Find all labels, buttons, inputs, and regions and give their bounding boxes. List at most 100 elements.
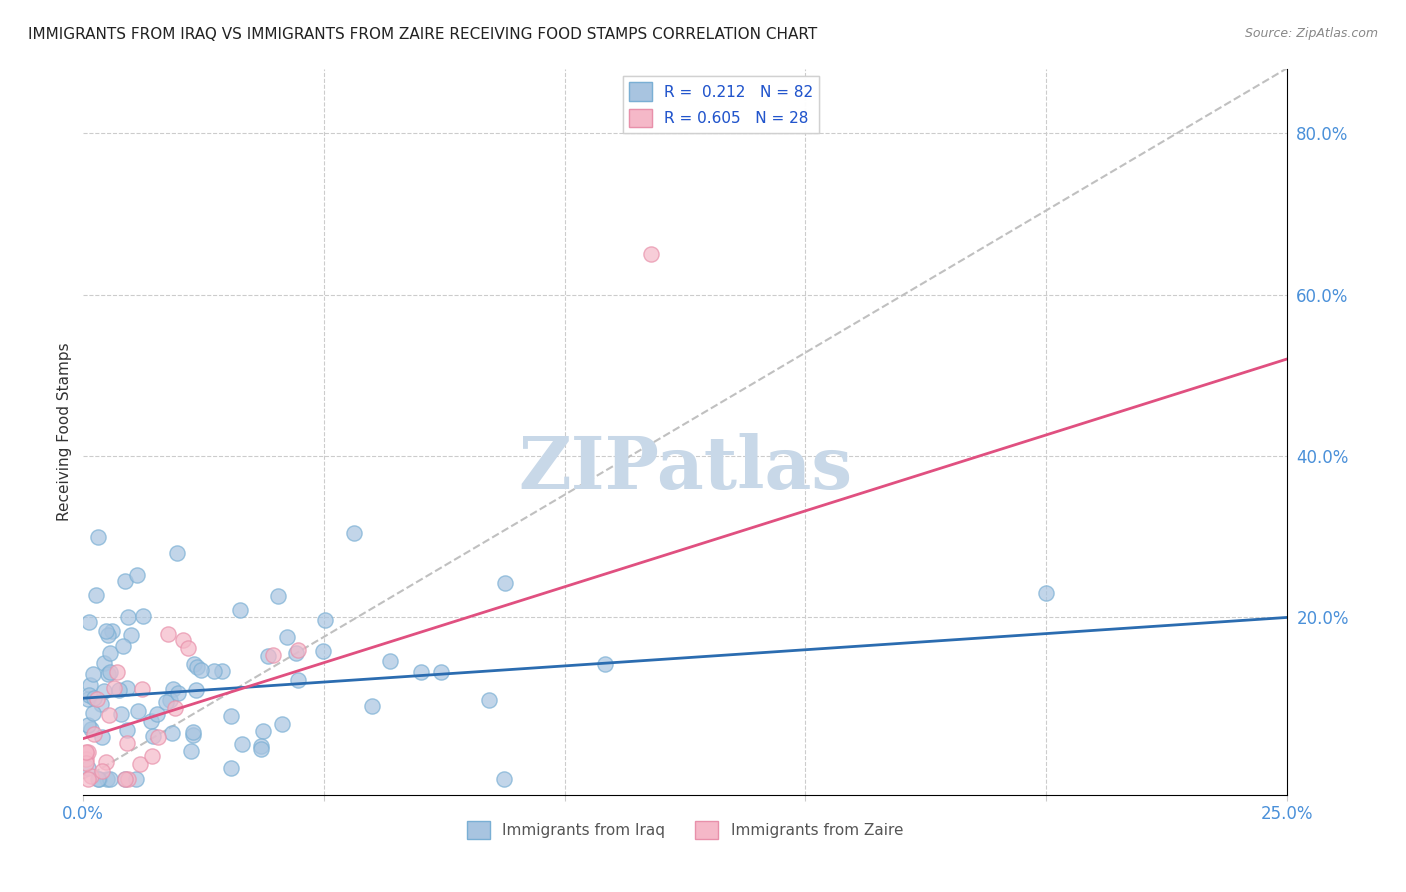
- Immigrants from Iraq: [77, 688, 100, 702]
- Immigrants from Zaire: [128, 757, 150, 772]
- Immigrants from Iraq: [202, 664, 225, 678]
- Immigrants from Iraq: [593, 657, 616, 671]
- Immigrants from Iraq: [83, 690, 105, 705]
- Immigrants from Iraq: [221, 709, 243, 723]
- Immigrants from Iraq: [271, 717, 294, 731]
- Text: ZIPatlas: ZIPatlas: [517, 433, 852, 504]
- Immigrants from Zaire: [177, 641, 200, 656]
- Immigrants from Iraq: [127, 705, 149, 719]
- Y-axis label: Receiving Food Stamps: Receiving Food Stamps: [58, 343, 72, 521]
- Immigrants from Iraq: [82, 706, 104, 721]
- Immigrants from Iraq: [257, 648, 280, 663]
- Immigrants from Iraq: [84, 588, 107, 602]
- Immigrants from Iraq: [167, 686, 190, 700]
- Immigrants from Zaire: [157, 627, 180, 641]
- Immigrants from Iraq: [77, 692, 100, 706]
- Immigrants from Zaire: [114, 772, 136, 786]
- Immigrants from Iraq: [180, 744, 202, 758]
- Immigrants from Iraq: [125, 567, 148, 582]
- Immigrants from Zaire: [75, 746, 97, 760]
- Immigrants from Iraq: [276, 630, 298, 644]
- Immigrants from Iraq: [181, 725, 204, 739]
- Immigrants from Iraq: [97, 628, 120, 642]
- Immigrants from Iraq: [184, 682, 207, 697]
- Immigrants from Iraq: [98, 772, 121, 786]
- Immigrants from Iraq: [90, 730, 112, 744]
- Immigrants from Zaire: [90, 764, 112, 779]
- Immigrants from Iraq: [120, 628, 142, 642]
- Immigrants from Iraq: [79, 678, 101, 692]
- Immigrants from Iraq: [186, 660, 208, 674]
- Immigrants from Iraq: [96, 772, 118, 786]
- Immigrants from Iraq: [267, 589, 290, 603]
- Immigrants from Iraq: [93, 656, 115, 670]
- Immigrants from Iraq: [77, 717, 100, 731]
- Immigrants from Iraq: [93, 684, 115, 698]
- Immigrants from Zaire: [131, 681, 153, 696]
- Immigrants from Iraq: [211, 664, 233, 678]
- Immigrants from Iraq: [229, 603, 252, 617]
- Immigrants from Iraq: [80, 722, 103, 736]
- Immigrants from Zaire: [141, 749, 163, 764]
- Immigrants from Iraq: [77, 615, 100, 629]
- Immigrants from Iraq: [183, 657, 205, 672]
- Immigrants from Iraq: [343, 525, 366, 540]
- Immigrants from Iraq: [162, 682, 184, 697]
- Immigrants from Iraq: [492, 772, 515, 786]
- Immigrants from Iraq: [478, 692, 501, 706]
- Immigrants from Iraq: [160, 726, 183, 740]
- Immigrants from Iraq: [141, 714, 163, 728]
- Immigrants from Iraq: [98, 665, 121, 679]
- Immigrants from Iraq: [115, 723, 138, 737]
- Immigrants from Iraq: [108, 683, 131, 698]
- Immigrants from Zaire: [77, 772, 100, 786]
- Immigrants from Zaire: [75, 751, 97, 765]
- Immigrants from Iraq: [190, 664, 212, 678]
- Legend: R =  0.212   N = 82, R = 0.605   N = 28: R = 0.212 N = 82, R = 0.605 N = 28: [623, 76, 820, 133]
- Immigrants from Zaire: [83, 726, 105, 740]
- Immigrants from Zaire: [172, 632, 194, 647]
- Immigrants from Iraq: [430, 665, 453, 679]
- Immigrants from Iraq: [284, 646, 307, 660]
- Immigrants from Iraq: [114, 772, 136, 786]
- Immigrants from Zaire: [94, 755, 117, 769]
- Immigrants from Zaire: [105, 665, 128, 679]
- Immigrants from Iraq: [249, 742, 271, 756]
- Immigrants from Iraq: [250, 739, 273, 753]
- Immigrants from Zaire: [262, 648, 284, 662]
- Immigrants from Zaire: [98, 707, 121, 722]
- Immigrants from Zaire: [640, 247, 662, 261]
- Immigrants from Zaire: [75, 756, 97, 770]
- Immigrants from Iraq: [311, 644, 333, 658]
- Immigrants from Zaire: [163, 701, 186, 715]
- Immigrants from Zaire: [80, 769, 103, 783]
- Immigrants from Iraq: [314, 613, 336, 627]
- Immigrants from Iraq: [117, 609, 139, 624]
- Text: IMMIGRANTS FROM IRAQ VS IMMIGRANTS FROM ZAIRE RECEIVING FOOD STAMPS CORRELATION : IMMIGRANTS FROM IRAQ VS IMMIGRANTS FROM …: [28, 27, 817, 42]
- Immigrants from Iraq: [111, 640, 134, 654]
- Immigrants from Zaire: [75, 745, 97, 759]
- Immigrants from Iraq: [97, 666, 120, 681]
- Immigrants from Iraq: [145, 706, 167, 721]
- Immigrants from Iraq: [287, 673, 309, 687]
- Immigrants from Iraq: [87, 772, 110, 786]
- Immigrants from Zaire: [117, 772, 139, 786]
- Immigrants from Iraq: [77, 761, 100, 775]
- Immigrants from Iraq: [90, 697, 112, 711]
- Immigrants from Iraq: [82, 666, 104, 681]
- Immigrants from Iraq: [87, 772, 110, 786]
- Immigrants from Zaire: [77, 745, 100, 759]
- Immigrants from Iraq: [115, 681, 138, 695]
- Immigrants from Iraq: [155, 695, 177, 709]
- Immigrants from Zaire: [103, 681, 125, 696]
- Immigrants from Iraq: [219, 761, 242, 775]
- Immigrants from Iraq: [1035, 586, 1057, 600]
- Immigrants from Iraq: [166, 546, 188, 560]
- Immigrants from Iraq: [494, 575, 516, 590]
- Immigrants from Iraq: [159, 692, 181, 706]
- Immigrants from Iraq: [87, 530, 110, 544]
- Immigrants from Iraq: [378, 654, 401, 668]
- Immigrants from Iraq: [101, 624, 124, 639]
- Immigrants from Zaire: [146, 730, 169, 744]
- Text: Source: ZipAtlas.com: Source: ZipAtlas.com: [1244, 27, 1378, 40]
